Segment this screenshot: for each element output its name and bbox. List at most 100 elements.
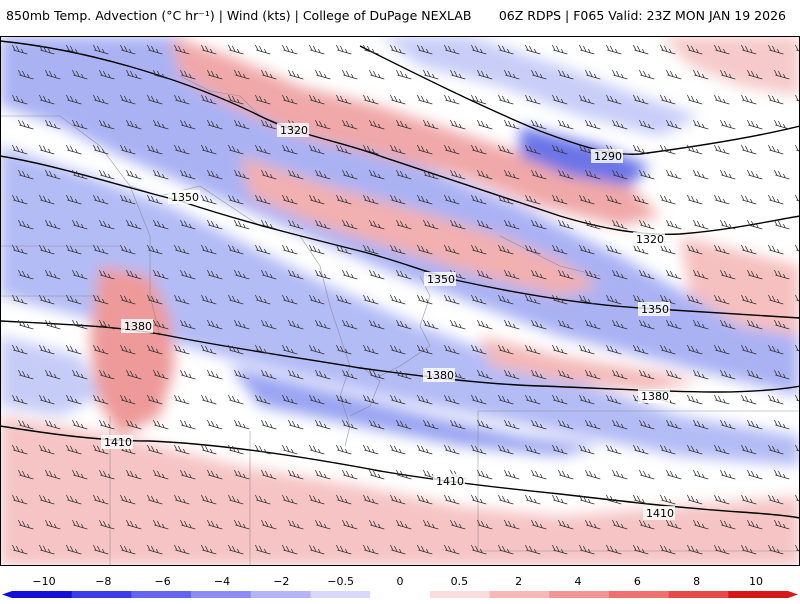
wind-barb xyxy=(390,394,406,405)
wind-barb xyxy=(309,144,325,155)
wind-barb xyxy=(558,69,574,80)
wind-barb xyxy=(687,444,703,455)
wind-barb xyxy=(552,144,568,155)
wind-barb xyxy=(774,69,790,80)
wind-barb xyxy=(120,344,136,355)
wind-barb xyxy=(174,144,190,155)
wind-barb xyxy=(417,544,433,555)
wind-barb xyxy=(390,544,406,555)
colorbar-segment xyxy=(429,591,491,598)
wind-barb xyxy=(504,319,520,330)
wind-barb xyxy=(18,119,34,130)
wind-barb xyxy=(558,219,574,230)
advection-map[interactable]: 1290 1320 1320 1350 1350 1350 1380 1380 … xyxy=(0,36,800,566)
wind-barb xyxy=(174,494,190,505)
wind-barb xyxy=(126,369,142,380)
wind-barb xyxy=(660,494,676,505)
contour-label-1320-west: 1320 xyxy=(280,124,308,137)
wind-barb xyxy=(693,319,709,330)
wind-barb xyxy=(552,194,568,205)
wind-barb xyxy=(120,194,136,205)
wind-barb xyxy=(396,519,412,530)
wind-barb xyxy=(153,369,169,380)
wind-barb xyxy=(99,119,115,130)
wind-barb xyxy=(309,194,325,205)
wind-barb xyxy=(18,519,34,530)
wind-barb xyxy=(234,219,250,230)
wind-barb xyxy=(153,69,169,80)
wind-barb xyxy=(579,444,595,455)
wind-barb xyxy=(768,344,784,355)
wind-barb xyxy=(201,544,217,555)
wind-barb xyxy=(747,269,763,280)
wind-barb xyxy=(390,444,406,455)
wind-barb xyxy=(720,319,736,330)
wind-barb xyxy=(120,394,136,405)
wind-barb xyxy=(396,419,412,430)
wind-barb xyxy=(396,219,412,230)
wind-barb xyxy=(666,269,682,280)
contour-label-1410-east: 1410 xyxy=(646,507,674,520)
wind-barb xyxy=(396,169,412,180)
wind-barb xyxy=(39,44,55,55)
wind-barb xyxy=(72,269,88,280)
wind-barb xyxy=(774,519,790,530)
wind-barb xyxy=(741,344,757,355)
wind-barb xyxy=(423,469,439,480)
wind-barb xyxy=(396,469,412,480)
wind-barb xyxy=(531,419,547,430)
wind-barb xyxy=(639,519,655,530)
wind-barb xyxy=(450,519,466,530)
wind-barb xyxy=(687,94,703,105)
wind-barb xyxy=(552,294,568,305)
wind-barb xyxy=(693,269,709,280)
wind-barb xyxy=(45,69,61,80)
wind-barb xyxy=(423,419,439,430)
wind-barb xyxy=(558,319,574,330)
wind-barb xyxy=(498,94,514,105)
contour-label-1380-east: 1380 xyxy=(641,390,669,403)
wind-barb xyxy=(444,94,460,105)
wind-barb xyxy=(477,219,493,230)
map-title: 850mb Temp. Advection (°C hr⁻¹) | Wind (… xyxy=(6,8,472,23)
wind-barb xyxy=(774,369,790,380)
wind-barb xyxy=(309,494,325,505)
wind-barb xyxy=(93,494,109,505)
wind-barb xyxy=(12,94,28,105)
wind-barb xyxy=(39,444,55,455)
wind-barb xyxy=(342,319,358,330)
wind-barb xyxy=(585,69,601,80)
wind-barb xyxy=(120,494,136,505)
wind-barb xyxy=(342,69,358,80)
wind-barb xyxy=(585,169,601,180)
wind-barb xyxy=(93,94,109,105)
wind-barb xyxy=(558,169,574,180)
wind-barb xyxy=(747,219,763,230)
wind-barb xyxy=(606,344,622,355)
wind-barb xyxy=(363,144,379,155)
wind-barb xyxy=(315,69,331,80)
wind-barb xyxy=(558,269,574,280)
wind-barb xyxy=(552,444,568,455)
wind-barb xyxy=(639,219,655,230)
wind-barb xyxy=(255,94,271,105)
wind-barb xyxy=(714,394,730,405)
wind-barb xyxy=(741,294,757,305)
contour-label-1380-mid: 1380 xyxy=(426,369,454,382)
wind-barb xyxy=(639,319,655,330)
wind-barb xyxy=(531,219,547,230)
wind-barb xyxy=(18,169,34,180)
wind-barb xyxy=(741,494,757,505)
wind-barb xyxy=(606,394,622,405)
wind-barb xyxy=(471,494,487,505)
wind-barb xyxy=(174,94,190,105)
wind-barb xyxy=(390,494,406,505)
wind-barb xyxy=(417,344,433,355)
wind-barb xyxy=(99,469,115,480)
wind-barb xyxy=(147,44,163,55)
wind-barb xyxy=(234,169,250,180)
wind-barb xyxy=(207,519,223,530)
wind-barb xyxy=(126,69,142,80)
wind-barb xyxy=(72,319,88,330)
wind-barb xyxy=(261,369,277,380)
